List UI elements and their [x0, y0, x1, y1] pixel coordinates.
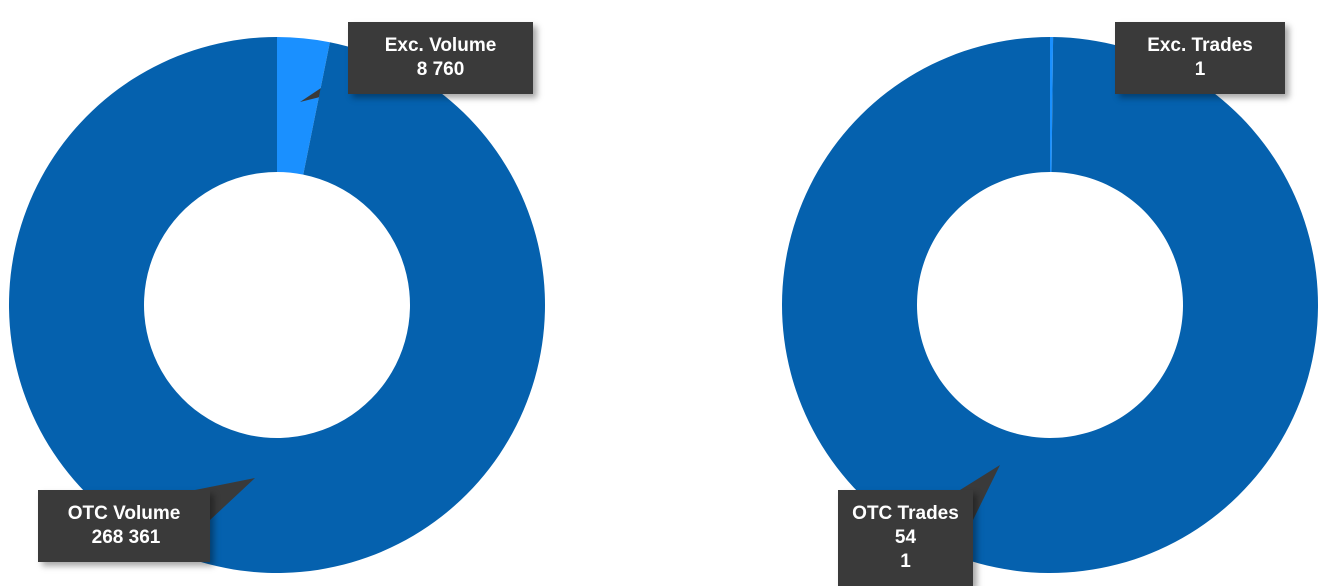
callout: OTC Volume 268 361: [38, 490, 210, 562]
callout-value: 8 760: [416, 59, 465, 80]
callout-pointer: [195, 478, 255, 520]
callout: OTC Trades 54 1: [838, 490, 973, 586]
callout: Exc. Trades 1: [1115, 22, 1285, 94]
callout-category: OTC Trades: [852, 503, 959, 524]
callout-value: 268 361: [91, 527, 161, 548]
callout: Exc. Volume 8 760: [348, 22, 533, 94]
callout-value: 54 1: [894, 527, 917, 572]
donut-slice: [782, 37, 1318, 573]
donut-slice: [277, 37, 330, 175]
callout-category: Exc. Volume: [384, 35, 497, 56]
donut-slice: [8, 37, 546, 573]
donut-slice: [1050, 37, 1054, 173]
callout-value: 1: [1194, 59, 1206, 80]
callout-category: Exc. Trades: [1147, 35, 1253, 56]
callout-category: OTC Volume: [67, 503, 181, 524]
